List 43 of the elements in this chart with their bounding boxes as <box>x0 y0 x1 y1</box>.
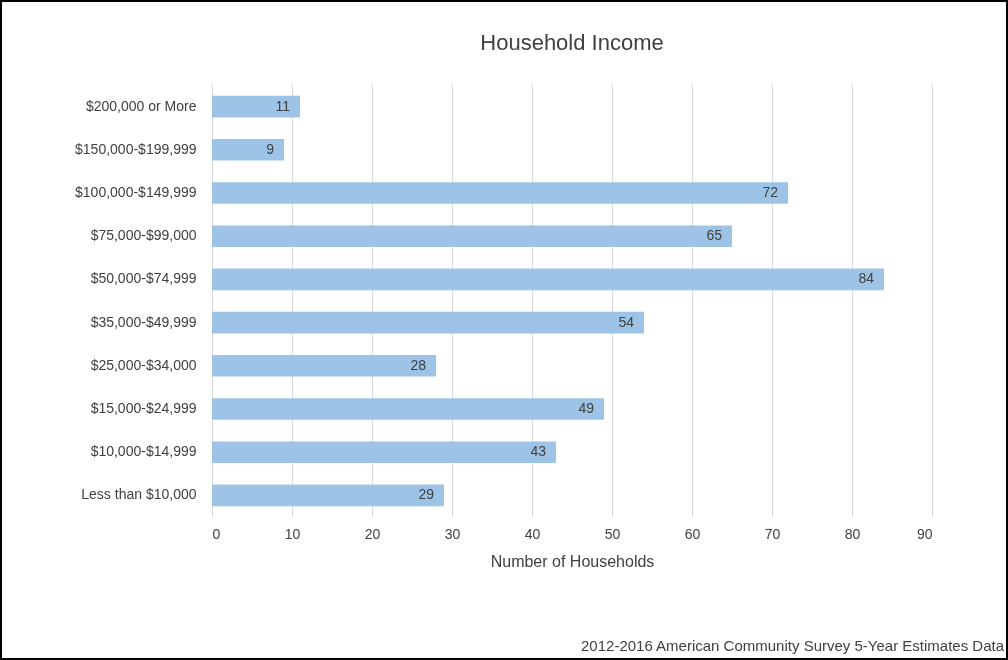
bar <box>212 484 444 507</box>
data-label: 54 <box>618 313 635 330</box>
data-label: 11 <box>275 97 291 114</box>
bar <box>212 311 644 334</box>
data-label: 49 <box>578 400 595 416</box>
x-tick-label: 90 <box>916 525 933 542</box>
bar <box>212 95 300 118</box>
x-tick-label: 0 <box>212 525 221 542</box>
y-tick-label: $75,000-$99,000 <box>90 227 197 244</box>
data-label: 72 <box>762 184 779 200</box>
bar <box>212 398 604 420</box>
data-label: 84 <box>858 270 875 287</box>
data-label: 29 <box>418 486 435 503</box>
x-tick-label: 40 <box>524 525 541 542</box>
x-tick-label: 60 <box>684 525 701 542</box>
data-label: 28 <box>410 356 427 373</box>
bar <box>212 441 556 463</box>
y-tick-label: $35,000-$49,999 <box>90 313 197 330</box>
y-tick-label: Less than $10,000 <box>81 486 197 503</box>
y-tick-label: $200,000 or More <box>85 97 197 114</box>
x-tick-label: 80 <box>844 525 861 542</box>
x-tick-label: 30 <box>444 525 461 542</box>
bar <box>212 182 788 204</box>
x-tick-label: 50 <box>604 525 621 542</box>
data-label: 43 <box>530 443 547 460</box>
text: 2012-2016 American Community Survey 5-Year Estimates Data <box>581 637 1004 654</box>
y-tick-label: $15,000-$24,999 <box>90 400 197 416</box>
x-tick-label: 20 <box>364 525 381 542</box>
bar <box>212 225 732 247</box>
y-tick-label: $25,000-$34,000 <box>90 356 197 373</box>
chart-title: Household Income <box>480 30 664 55</box>
x-tick-label: 70 <box>764 525 781 542</box>
bar <box>212 268 884 291</box>
y-tick-label: $150,000-$199,999 <box>75 140 197 157</box>
data-label: 9 <box>266 140 275 157</box>
x-axis-title: Number of Households <box>490 552 655 570</box>
y-tick-label: $100,000-$149,999 <box>75 184 197 200</box>
data-label: 65 <box>706 227 723 244</box>
bar <box>212 139 284 161</box>
y-tick-label: $10,000-$14,999 <box>90 443 197 460</box>
bar <box>212 355 436 377</box>
y-tick-label: $50,000-$74,999 <box>90 270 197 287</box>
x-tick-label: 10 <box>284 525 301 542</box>
